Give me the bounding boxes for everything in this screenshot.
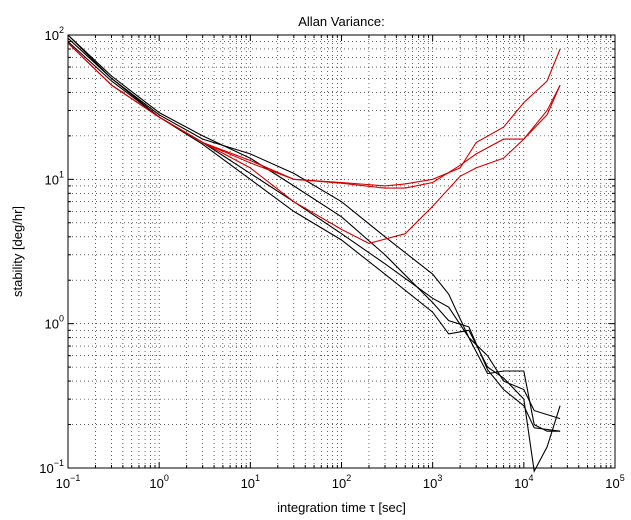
series-line-4	[67, 37, 561, 420]
x-tick-label: 103	[423, 473, 442, 491]
series-line-7	[67, 42, 561, 244]
x-tick-label: 101	[241, 473, 260, 491]
x-tick-label: 100	[149, 473, 168, 491]
series-line-2	[67, 34, 561, 432]
x-tick-label: 102	[332, 473, 351, 491]
x-axis-label: integration time τ [sec]	[277, 500, 406, 515]
y-tick-label: 10−1	[39, 458, 64, 476]
y-tick-label: 101	[45, 169, 64, 187]
y-tick-label: 100	[45, 314, 64, 332]
y-axis-label: stability [deg/hr]	[10, 206, 25, 297]
x-tick-label: 104	[514, 473, 533, 491]
tick-marks	[67, 34, 616, 469]
x-tick-label: 105	[605, 473, 624, 491]
x-tick-label: 10−1	[56, 473, 81, 491]
series-group	[67, 34, 561, 473]
series-line-1	[67, 34, 561, 473]
tick-labels: 10−1 100 101 102 103 104 105 10−1 100 101 102	[39, 25, 624, 491]
chart-title: Allan Variance:	[298, 14, 384, 29]
y-tick-label: 102	[45, 25, 64, 43]
